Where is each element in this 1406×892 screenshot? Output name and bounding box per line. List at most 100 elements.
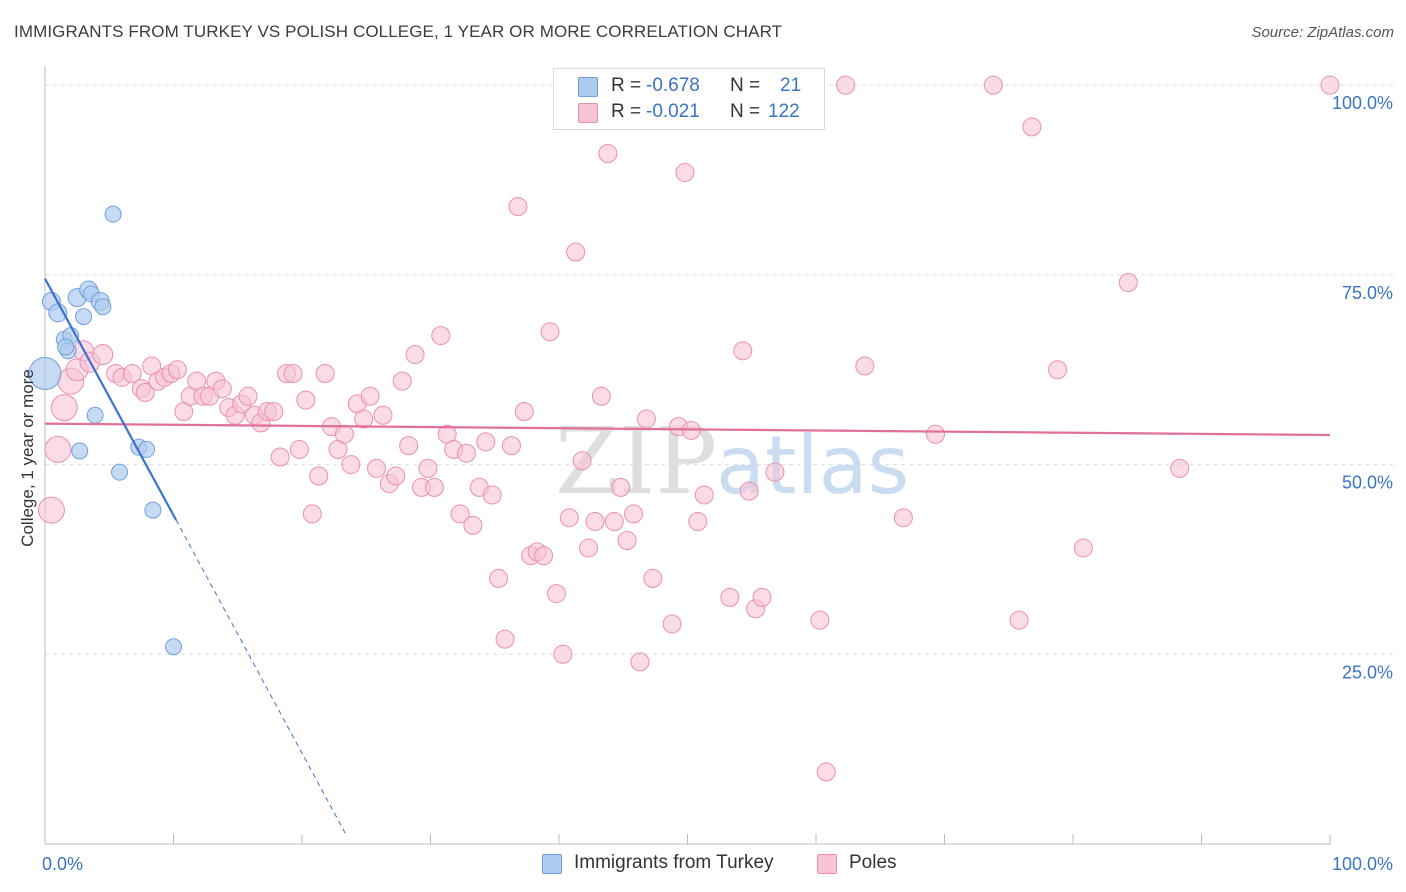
- point-poles: [733, 341, 753, 361]
- point-poles: [675, 162, 695, 182]
- point-poles: [1022, 117, 1042, 137]
- point-poles: [572, 451, 592, 471]
- point-poles: [1048, 360, 1068, 380]
- point-poles: [495, 629, 515, 649]
- point-poles: [810, 610, 830, 630]
- y-tick-label: 50.0%: [1342, 473, 1393, 493]
- point-poles: [386, 466, 406, 486]
- point-poles: [855, 356, 875, 376]
- y-tick-label: 75.0%: [1342, 283, 1393, 303]
- point-poles: [431, 326, 451, 346]
- point-turkey: [165, 638, 182, 656]
- axes: [44, 66, 1331, 845]
- bottom-legend-swatch-poles: [817, 854, 837, 874]
- y-tick-label: 100.0%: [1332, 93, 1393, 113]
- point-poles: [122, 364, 142, 384]
- point-poles: [392, 371, 412, 391]
- point-poles: [283, 364, 303, 384]
- legend-r-value: -0.021: [646, 101, 700, 122]
- point-poles: [37, 496, 65, 524]
- y-axis-label: College, 1 year or more: [18, 369, 37, 547]
- point-poles: [508, 197, 528, 217]
- point-poles: [399, 436, 419, 456]
- bottom-legend-poles: Poles: [817, 852, 937, 876]
- point-poles: [553, 644, 573, 664]
- bottom-legend-label-poles: Poles: [849, 852, 897, 873]
- legend-n-label: N =: [730, 75, 761, 96]
- bottom-legend-label-turkey: Immigrants from Turkey: [574, 852, 774, 873]
- point-poles: [354, 409, 374, 429]
- chart-title: IMMIGRANTS FROM TURKEY VS POLISH COLLEGE…: [14, 22, 783, 41]
- point-poles: [315, 364, 335, 384]
- point-poles: [765, 462, 785, 482]
- grid-lines: [45, 84, 1395, 655]
- point-poles: [44, 435, 72, 463]
- point-poles: [167, 360, 187, 380]
- point-poles: [585, 512, 605, 531]
- point-turkey: [28, 357, 62, 391]
- point-poles: [604, 512, 624, 531]
- point-poles: [643, 568, 663, 588]
- point-poles: [579, 538, 599, 558]
- point-poles: [405, 345, 425, 365]
- point-poles: [135, 383, 155, 402]
- x-tick-label: 100.0%: [1332, 854, 1393, 874]
- trend-line-turkey-extension: [175, 519, 348, 837]
- point-poles: [1009, 610, 1029, 630]
- point-poles: [591, 386, 611, 406]
- point-poles: [598, 143, 618, 163]
- legend-row-poles: R = -0.021 N = 122: [554, 101, 824, 125]
- point-poles: [630, 652, 650, 672]
- bottom-legend-turkey: Immigrants from Turkey: [542, 852, 802, 876]
- trend-line-turkey: [44, 278, 178, 521]
- legend-n-value: 122: [768, 101, 800, 122]
- point-poles: [1073, 538, 1093, 558]
- point-poles: [611, 477, 631, 497]
- legend-r-value: -0.678: [646, 75, 700, 96]
- point-poles: [334, 424, 354, 444]
- point-poles: [238, 386, 258, 406]
- stats-legend: R = -0.678 N = 21 R = -0.021 N = 122: [553, 68, 825, 130]
- point-turkey: [111, 463, 129, 481]
- point-poles: [302, 504, 322, 524]
- point-poles: [514, 401, 534, 421]
- point-poles: [289, 439, 309, 459]
- point-poles: [688, 512, 708, 531]
- point-poles: [720, 587, 740, 607]
- legend-swatch-turkey: [578, 77, 598, 97]
- x-tick-label: 0.0%: [42, 854, 83, 874]
- point-turkey: [94, 298, 112, 316]
- legend-swatch-poles: [578, 103, 598, 123]
- source-label: Source: ZipAtlas.com: [1251, 24, 1394, 41]
- legend-n-value: 21: [780, 75, 802, 96]
- point-poles: [893, 508, 913, 528]
- point-poles: [92, 344, 114, 366]
- point-poles: [636, 409, 656, 429]
- point-poles: [456, 443, 476, 463]
- legend-r-label: R =: [611, 75, 642, 96]
- trend-line-poles: [44, 422, 1331, 437]
- point-poles: [463, 515, 483, 535]
- trend-lines: [44, 278, 1331, 837]
- series-turkey-points: [28, 205, 182, 656]
- point-poles: [212, 379, 232, 399]
- point-poles: [482, 485, 502, 505]
- point-turkey: [71, 442, 89, 460]
- point-poles: [926, 424, 946, 444]
- point-poles: [752, 587, 772, 607]
- point-turkey: [86, 406, 104, 424]
- point-poles: [367, 458, 387, 478]
- point-turkey: [144, 501, 162, 519]
- point-poles: [309, 466, 329, 486]
- point-poles: [540, 322, 560, 342]
- watermark: ZIP atlas: [555, 408, 909, 515]
- legend-n-label: N =: [730, 101, 761, 122]
- point-poles: [450, 504, 470, 524]
- point-poles: [617, 530, 637, 550]
- legend-row-turkey: R = -0.678 N = 21: [554, 75, 824, 99]
- point-turkey: [57, 338, 75, 356]
- point-poles: [501, 436, 521, 456]
- point-poles: [816, 762, 836, 782]
- series-poles-points: [37, 73, 1340, 782]
